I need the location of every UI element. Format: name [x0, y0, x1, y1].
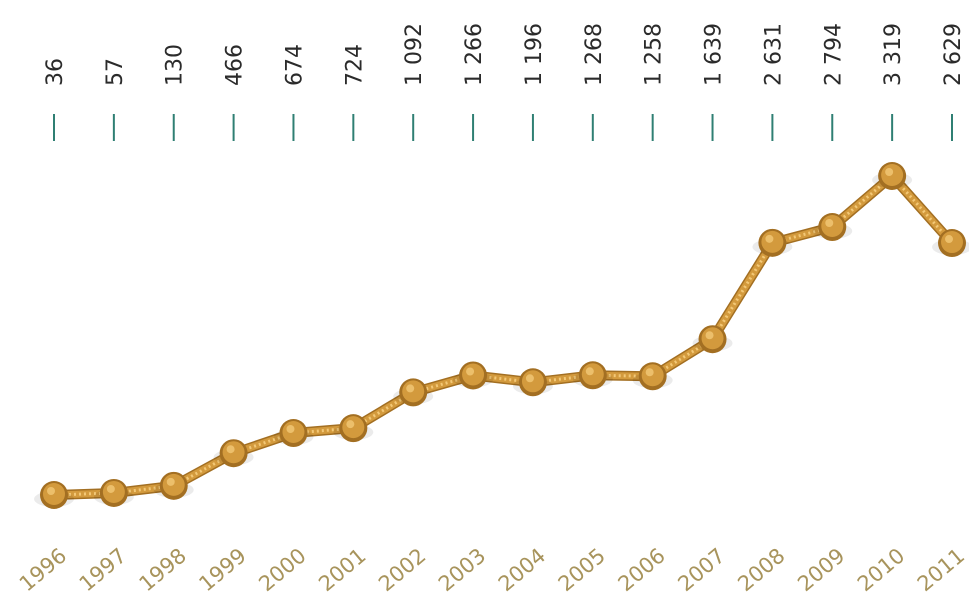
year-label: 2005 [554, 543, 610, 596]
year-label: 1999 [194, 543, 250, 596]
data-point [453, 361, 494, 390]
value-label: 36 [43, 58, 68, 86]
data-point [512, 368, 553, 397]
data-point [273, 419, 314, 448]
data-point [752, 228, 793, 257]
year-label: 2000 [254, 543, 310, 596]
year-label: 2004 [494, 543, 550, 596]
year-label: 1997 [75, 543, 131, 596]
data-point [333, 414, 374, 443]
year-labels: 1996 1997 1998 1999 2000 2001 2002 2003 2004 2005… [15, 543, 969, 596]
data-point [812, 213, 853, 242]
year-label: 2002 [374, 543, 430, 596]
value-label: 1 639 [702, 23, 727, 86]
value-label: 466 [223, 44, 248, 86]
value-label: 674 [282, 44, 307, 86]
series-line [50, 172, 956, 499]
value-label: 1 266 [462, 23, 487, 86]
series-line-shadow [49, 171, 957, 500]
year-label: 1998 [135, 543, 191, 596]
data-point [393, 378, 434, 407]
value-label: 2 794 [821, 23, 846, 86]
data-point [872, 162, 913, 190]
value-labels: 36 57 130 466 674 724 1 092 1 266 1 196 1 268 1 25… [43, 23, 966, 86]
data-point [93, 478, 134, 507]
value-label: 2 631 [761, 23, 786, 86]
value-label: 724 [342, 44, 367, 86]
data-point [632, 362, 673, 391]
year-label: 2007 [673, 543, 729, 596]
data-point [34, 481, 74, 509]
data-point [153, 471, 194, 500]
data-point [572, 361, 613, 390]
year-label: 2003 [434, 543, 490, 596]
year-label: 2008 [733, 543, 789, 596]
year-label: 2010 [853, 543, 909, 596]
data-point [692, 325, 733, 354]
value-label: 2 629 [941, 23, 966, 86]
value-label: 3 319 [881, 23, 906, 86]
year-label: 2006 [614, 543, 670, 596]
value-label: 1 092 [402, 23, 427, 86]
value-label: 1 268 [582, 23, 607, 86]
year-label: 1996 [15, 543, 71, 596]
year-label: 2001 [314, 543, 370, 596]
data-point [932, 229, 969, 258]
series-rope-line [49, 171, 957, 500]
data-points [34, 162, 969, 509]
year-label: 2009 [793, 543, 849, 596]
column-ticks [53, 114, 953, 141]
data-point [213, 439, 254, 468]
value-label: 130 [163, 44, 188, 86]
value-label: 57 [103, 58, 128, 86]
value-label: 1 258 [642, 23, 667, 86]
value-label: 1 196 [522, 23, 547, 86]
series-line-texture [53, 174, 954, 497]
year-label: 2011 [913, 543, 969, 596]
